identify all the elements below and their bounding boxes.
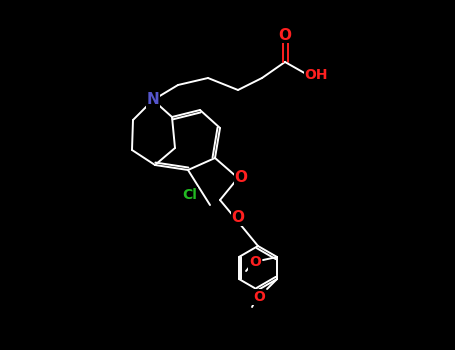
Text: OH: OH <box>304 68 328 82</box>
Text: O: O <box>234 170 248 186</box>
Text: O: O <box>249 255 261 269</box>
Text: N: N <box>147 92 159 107</box>
Text: O: O <box>232 210 244 225</box>
Text: O: O <box>278 28 292 42</box>
Text: O: O <box>253 290 265 304</box>
Text: Cl: Cl <box>182 188 197 202</box>
